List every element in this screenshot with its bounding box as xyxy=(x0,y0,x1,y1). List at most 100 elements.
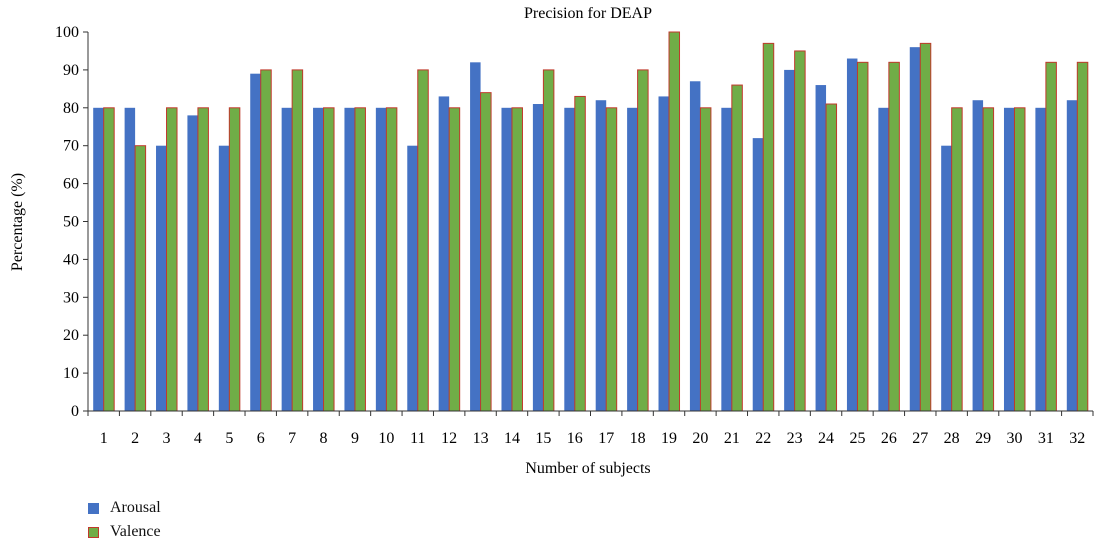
chart-title: Precision for DEAP xyxy=(524,5,652,22)
bar-valence-3 xyxy=(166,107,178,412)
x-tick-label-15: 15 xyxy=(535,430,551,447)
bar-valence-24 xyxy=(825,103,838,412)
x-tick-label-25: 25 xyxy=(849,430,865,447)
bar-valence-15 xyxy=(542,69,555,412)
x-tick-label-4: 4 xyxy=(194,430,202,447)
x-tick-label-10: 10 xyxy=(378,430,394,447)
bar-arousal-2 xyxy=(124,107,136,412)
x-tick-label-5: 5 xyxy=(225,430,233,447)
bar-valence-6 xyxy=(260,69,272,412)
bar-arousal-32 xyxy=(1066,100,1078,411)
bar-arousal-21 xyxy=(721,107,732,412)
x-tick-label-23: 23 xyxy=(787,430,803,447)
x-tick-label-18: 18 xyxy=(630,430,646,447)
y-tick-label-80: 80 xyxy=(63,100,79,117)
bar-arousal-13 xyxy=(470,62,481,411)
bar-valence-32 xyxy=(1076,61,1089,412)
x-tick-label-20: 20 xyxy=(692,430,708,447)
bar-arousal-14 xyxy=(501,107,512,412)
bar-arousal-8 xyxy=(313,107,324,412)
x-axis-label: Number of subjects xyxy=(525,460,650,477)
bar-valence-19 xyxy=(668,31,681,412)
y-tick-label-10: 10 xyxy=(63,365,79,382)
bar-valence-29 xyxy=(982,107,995,412)
bar-valence-1 xyxy=(103,107,115,412)
y-tick-label-60: 60 xyxy=(63,176,79,193)
x-tick-label-13: 13 xyxy=(473,430,489,447)
bar-arousal-1 xyxy=(93,107,104,412)
x-tick-label-24: 24 xyxy=(818,430,834,447)
bar-valence-11 xyxy=(417,69,429,412)
bar-valence-28 xyxy=(951,107,963,412)
bar-arousal-20 xyxy=(689,81,701,412)
bar-valence-12 xyxy=(448,107,461,412)
bar-arousal-4 xyxy=(187,115,198,411)
x-tick-label-3: 3 xyxy=(163,430,171,447)
bar-valence-17 xyxy=(605,107,618,412)
y-tick-label-100: 100 xyxy=(55,24,79,41)
legend-label-arousal: Arousal xyxy=(110,499,161,516)
bar-arousal-19 xyxy=(658,96,670,412)
x-tick-label-32: 32 xyxy=(1069,430,1085,447)
legend-swatch-arousal xyxy=(88,502,99,514)
x-tick-label-30: 30 xyxy=(1006,430,1022,447)
bar-valence-7 xyxy=(291,69,304,412)
bar-valence-13 xyxy=(480,92,492,412)
x-tick-label-9: 9 xyxy=(351,430,359,447)
x-tick-label-1: 1 xyxy=(100,430,108,447)
bar-arousal-10 xyxy=(375,107,387,412)
x-tick-label-14: 14 xyxy=(504,430,520,447)
bar-arousal-23 xyxy=(784,69,795,412)
x-tick-label-28: 28 xyxy=(944,430,960,447)
bar-arousal-17 xyxy=(595,100,607,411)
x-tick-label-8: 8 xyxy=(320,430,328,447)
bar-arousal-26 xyxy=(878,107,889,412)
bar-arousal-11 xyxy=(407,145,418,411)
legend: Arousal Valence xyxy=(88,496,161,544)
x-tick-label-6: 6 xyxy=(257,430,265,447)
x-tick-label-17: 17 xyxy=(598,430,614,447)
x-tick-label-21: 21 xyxy=(724,430,740,447)
legend-swatch-valence xyxy=(88,526,99,538)
bar-valence-2 xyxy=(134,145,147,412)
bar-arousal-16 xyxy=(564,107,575,412)
bar-arousal-31 xyxy=(1035,107,1046,412)
x-tick-label-31: 31 xyxy=(1038,430,1054,447)
bar-arousal-30 xyxy=(1003,107,1015,412)
bar-valence-4 xyxy=(197,107,209,412)
bar-valence-31 xyxy=(1045,61,1057,412)
bar-valence-8 xyxy=(323,107,335,412)
x-tick-label-27: 27 xyxy=(912,430,928,447)
bar-arousal-27 xyxy=(909,47,921,411)
bar-arousal-18 xyxy=(627,107,638,412)
bar-arousal-7 xyxy=(281,107,293,412)
bar-arousal-25 xyxy=(846,58,858,411)
bar-valence-30 xyxy=(1013,107,1026,412)
x-tick-label-16: 16 xyxy=(567,430,583,447)
bar-arousal-22 xyxy=(752,138,764,411)
bar-arousal-3 xyxy=(156,145,167,411)
bar-valence-27 xyxy=(919,42,932,412)
legend-item-valence: Valence xyxy=(88,520,161,544)
y-tick-label-0: 0 xyxy=(71,403,79,420)
y-tick-label-90: 90 xyxy=(63,62,79,79)
x-tick-label-26: 26 xyxy=(881,430,897,447)
legend-item-arousal: Arousal xyxy=(88,496,161,520)
x-tick-label-2: 2 xyxy=(131,430,139,447)
bar-arousal-5 xyxy=(218,145,230,411)
bar-arousal-29 xyxy=(972,100,984,411)
bar-valence-21 xyxy=(731,84,743,412)
bar-valence-18 xyxy=(637,69,649,412)
bar-valence-22 xyxy=(762,42,775,412)
y-tick-label-70: 70 xyxy=(63,138,79,155)
bar-valence-26 xyxy=(888,61,900,412)
x-tick-label-12: 12 xyxy=(441,430,457,447)
bar-arousal-15 xyxy=(532,104,544,411)
bar-valence-9 xyxy=(354,107,366,412)
bar-valence-10 xyxy=(385,107,398,412)
bar-arousal-6 xyxy=(250,73,261,411)
x-tick-label-22: 22 xyxy=(755,430,771,447)
x-tick-label-11: 11 xyxy=(410,430,425,447)
bar-valence-5 xyxy=(228,107,241,412)
